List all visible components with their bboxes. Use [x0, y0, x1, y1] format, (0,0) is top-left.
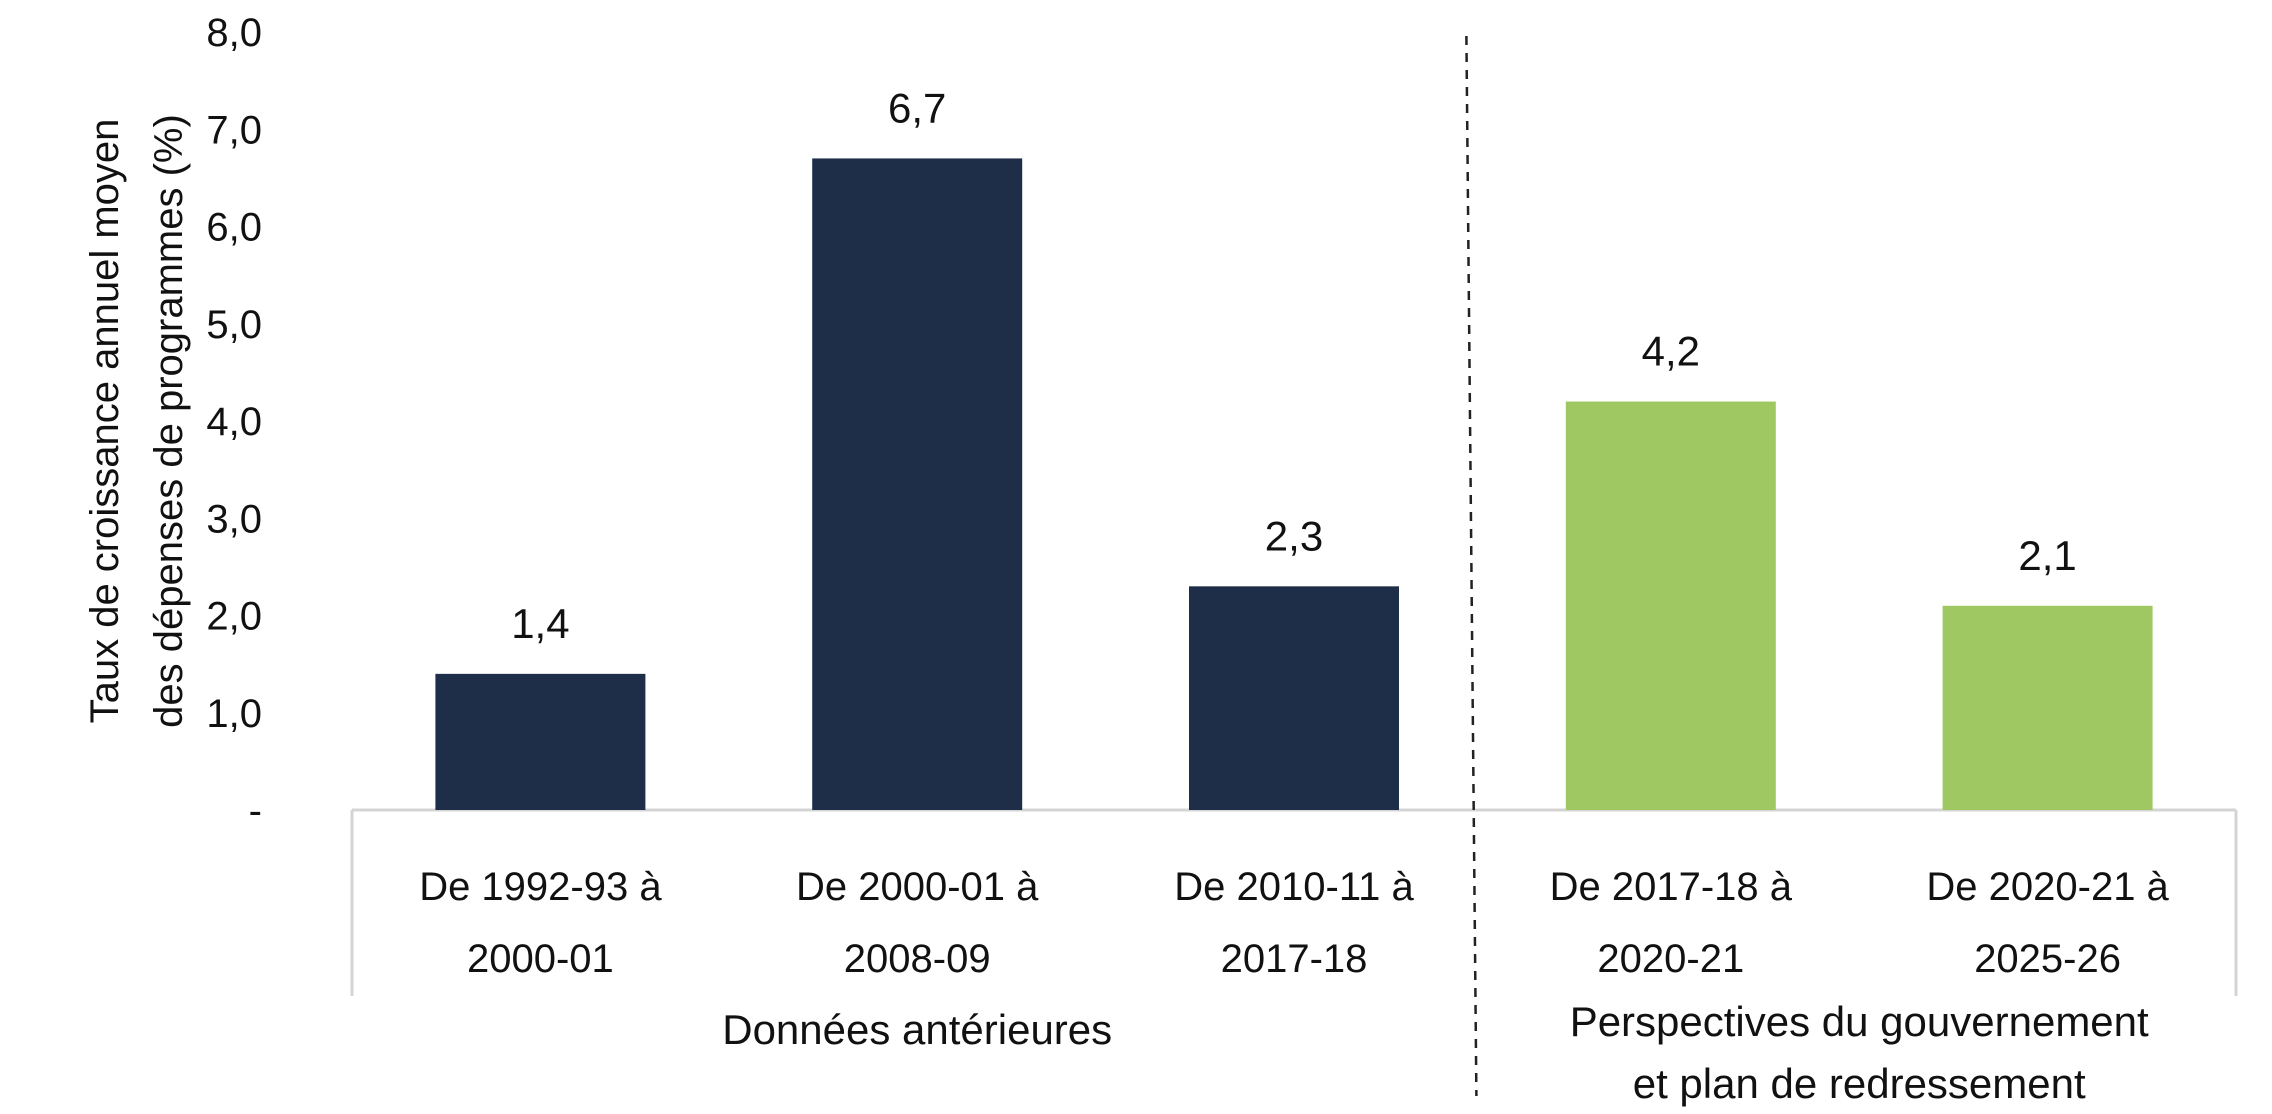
- bar-value-label: 2,1: [2018, 532, 2076, 579]
- category-label-line: De 2000-01 à: [796, 865, 1039, 909]
- bar: [812, 158, 1023, 811]
- category-label-line: 2000-01: [467, 937, 614, 981]
- group-label-line: et plan de redressement: [1633, 1060, 2086, 1107]
- bar-value-label: 6,7: [888, 84, 946, 131]
- group-label: Données antérieures: [722, 1006, 1112, 1053]
- bars: [435, 158, 2153, 811]
- y-tick-label: 1,0: [206, 692, 262, 736]
- y-axis-title: Taux de croissance annuel moyen des dépen…: [83, 114, 191, 728]
- group-separator: [1465, 35, 1478, 1097]
- bar: [1189, 586, 1399, 810]
- y-tick-label: 5,0: [206, 303, 262, 347]
- group-label: Perspectives du gouvernement et plan de r…: [1570, 998, 2149, 1107]
- category-label-line: 2025-26: [1974, 937, 2121, 981]
- bar-value-label: 2,3: [1265, 512, 1323, 559]
- y-axis-title-text: Taux de croissance annuel moyen des dépen…: [83, 114, 191, 728]
- category-label-line: 2017-18: [1221, 937, 1368, 981]
- y-tick-label: 8,0: [206, 11, 262, 55]
- category-label-line: 2008-09: [844, 937, 991, 981]
- y-tick-label: 4,0: [206, 400, 262, 444]
- bar: [1942, 605, 2153, 810]
- y-tick-label: 7,0: [206, 108, 262, 152]
- bar: [435, 673, 646, 810]
- data-labels: 1,4 6,7 2,3 4,2 2,1: [511, 84, 2077, 646]
- group-labels: Données antérieures Perspectives du gouve…: [722, 998, 2149, 1107]
- bar: [1565, 401, 1776, 810]
- category-label: De 2010-11 à 2017-18: [1174, 865, 1414, 981]
- y-axis-ticks: - 1,0 2,0 3,0 4,0 5,0 6,0 7,0 8,0: [206, 11, 262, 833]
- bar-value-label: 1,4: [511, 600, 569, 647]
- category-label-line: De 1992-93 à: [419, 865, 662, 909]
- y-axis-title-line: des dépenses de programmes (%): [147, 114, 191, 728]
- group-label-line: Perspectives du gouvernement: [1570, 998, 2149, 1045]
- group-label-line: Données antérieures: [722, 1006, 1112, 1053]
- category-label: De 2020-21 à 2025-26: [1926, 865, 2169, 981]
- y-tick-label: -: [249, 789, 262, 833]
- category-label: De 2000-01 à 2008-09: [796, 865, 1039, 981]
- category-label-line: De 2017-18 à: [1550, 865, 1793, 909]
- y-tick-label: 2,0: [206, 595, 262, 639]
- category-label: De 1992-93 à 2000-01: [419, 865, 662, 981]
- y-axis-title-line: Taux de croissance annuel moyen: [83, 119, 127, 724]
- category-label-line: De 2020-21 à: [1926, 865, 2169, 909]
- y-tick-label: 3,0: [206, 497, 262, 541]
- category-label: De 2017-18 à 2020-21: [1550, 865, 1793, 981]
- y-tick-label: 6,0: [206, 206, 262, 250]
- category-label-line: 2020-21: [1597, 937, 1744, 981]
- category-label-line: De 2010-11 à: [1174, 865, 1414, 909]
- bar-value-label: 4,2: [1642, 328, 1700, 375]
